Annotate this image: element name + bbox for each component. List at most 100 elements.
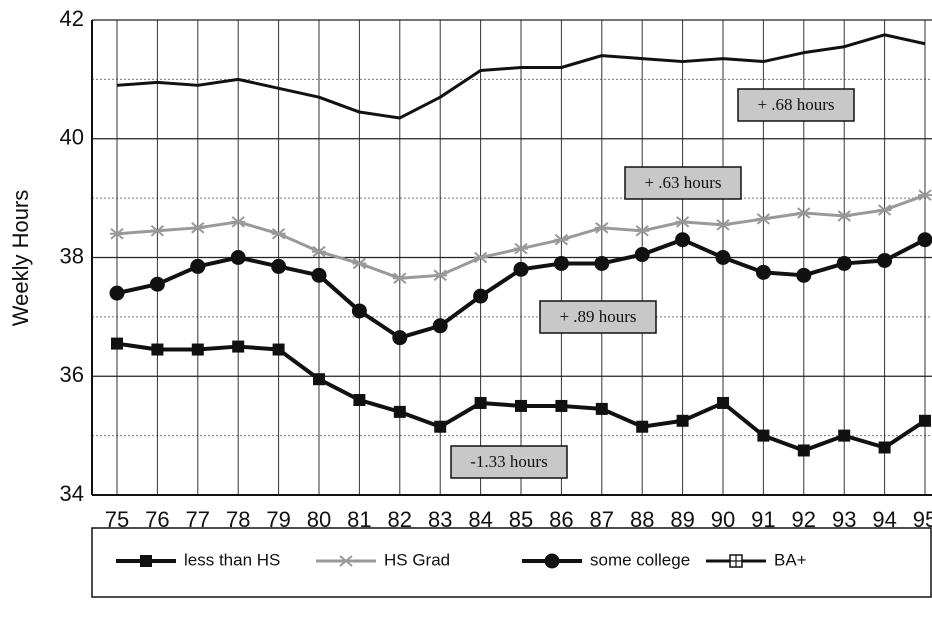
marker-circle xyxy=(715,250,731,265)
marker xyxy=(756,213,771,225)
marker-circle xyxy=(877,252,893,268)
marker xyxy=(515,399,527,412)
legend-label: HS Grad xyxy=(384,550,450,569)
marker-star xyxy=(150,225,165,237)
marker-circle xyxy=(594,255,610,271)
x-tick-label: 95 xyxy=(913,507,932,532)
marker xyxy=(111,337,123,350)
marker-circle xyxy=(271,258,287,274)
marker xyxy=(757,429,770,442)
marker-circle xyxy=(351,303,367,319)
annotation: + .89 hours xyxy=(559,307,636,326)
marker-circle xyxy=(796,267,812,283)
annotation-box xyxy=(450,445,568,479)
marker xyxy=(190,258,206,274)
x-tick-label: 83 xyxy=(428,507,452,532)
marker xyxy=(594,222,609,234)
marker-circle xyxy=(755,264,771,280)
marker-square xyxy=(515,399,527,412)
marker-square xyxy=(797,444,810,457)
marker-star xyxy=(473,251,488,264)
marker xyxy=(716,219,730,231)
marker-square xyxy=(474,396,487,409)
marker-star xyxy=(271,227,286,240)
x-tick-label: 86 xyxy=(549,507,573,532)
marker xyxy=(877,204,892,216)
x-tick-label: 93 xyxy=(832,507,856,532)
marker xyxy=(353,394,366,406)
annotation-box xyxy=(624,166,742,200)
y-tick-label: 34 xyxy=(60,481,84,506)
marker xyxy=(109,285,125,301)
marker-square xyxy=(878,441,891,454)
marker xyxy=(231,216,246,228)
marker-circle xyxy=(836,255,852,271)
annotation-box xyxy=(539,300,657,334)
marker xyxy=(392,272,407,285)
marker xyxy=(796,267,812,283)
marker-circle xyxy=(513,261,529,277)
marker xyxy=(434,420,447,433)
marker-square xyxy=(393,405,406,418)
marker xyxy=(473,251,488,264)
marker-circle xyxy=(553,255,569,271)
marker xyxy=(351,303,367,319)
marker xyxy=(313,373,325,386)
x-tick-label: 88 xyxy=(630,507,654,532)
marker xyxy=(675,232,691,248)
y-tick-label: 40 xyxy=(60,125,84,150)
marker xyxy=(917,232,932,248)
marker xyxy=(149,276,165,292)
marker xyxy=(635,225,650,237)
marker-square xyxy=(757,429,770,442)
x-tick-label: 90 xyxy=(711,507,735,532)
marker xyxy=(232,340,245,353)
marker xyxy=(836,255,852,271)
marker xyxy=(717,396,729,409)
marker xyxy=(352,257,367,270)
marker xyxy=(432,318,448,334)
marker xyxy=(544,553,560,569)
marker-star xyxy=(110,227,124,240)
x-tick-label: 92 xyxy=(792,507,816,532)
legend-label: less than HS xyxy=(184,550,280,569)
marker-square xyxy=(232,340,245,353)
marker-circle xyxy=(311,267,327,283)
marker xyxy=(594,255,610,271)
marker-circle xyxy=(190,258,206,274)
y-axis-label: Weekly Hours xyxy=(8,190,33,327)
x-tick-label: 76 xyxy=(145,507,169,532)
marker xyxy=(918,189,932,201)
marker-star xyxy=(796,207,811,219)
marker-star xyxy=(877,204,892,216)
y-tick-label: 42 xyxy=(60,6,84,31)
marker-square xyxy=(676,414,689,427)
legend-box xyxy=(91,527,932,598)
marker-square xyxy=(717,396,729,409)
x-tick-label: 94 xyxy=(872,507,896,532)
marker xyxy=(595,402,608,415)
marker-square xyxy=(555,399,568,412)
marker xyxy=(838,429,851,442)
marker xyxy=(271,258,287,274)
marker xyxy=(755,264,771,280)
marker xyxy=(837,210,852,222)
legend-label: some college xyxy=(590,550,690,569)
marker xyxy=(272,343,285,356)
marker xyxy=(339,555,353,567)
marker-star xyxy=(514,242,528,255)
marker-circle xyxy=(109,285,125,301)
marker xyxy=(312,245,326,258)
marker xyxy=(676,414,689,427)
marker-square xyxy=(111,337,123,350)
marker-star xyxy=(756,213,771,225)
marker-star xyxy=(339,555,353,567)
marker-square xyxy=(151,343,164,356)
marker xyxy=(393,405,406,418)
marker-star xyxy=(594,222,609,234)
marker-cross xyxy=(730,555,742,567)
marker-circle xyxy=(917,232,932,248)
x-tick-label: 89 xyxy=(670,507,694,532)
marker-circle xyxy=(392,330,408,346)
marker-star xyxy=(190,222,205,234)
